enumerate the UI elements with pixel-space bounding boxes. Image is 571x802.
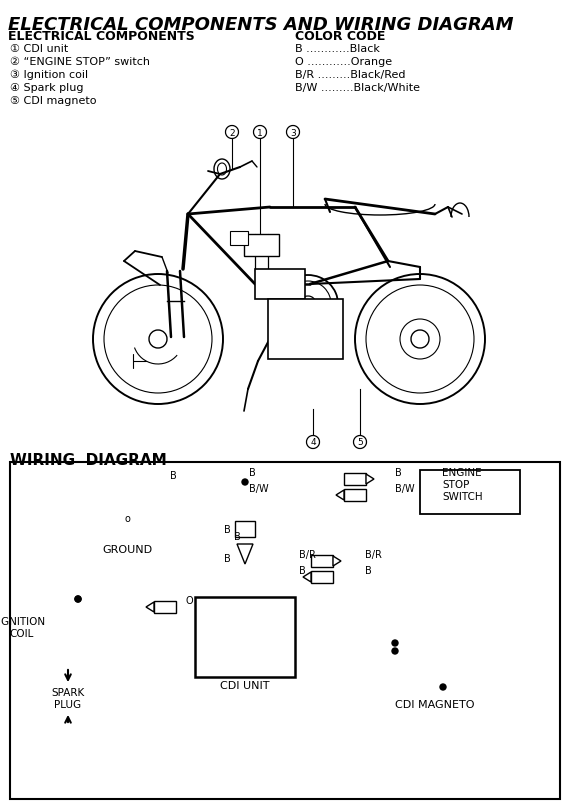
Text: B: B xyxy=(395,468,402,477)
Text: 4: 4 xyxy=(310,438,316,447)
Text: 5: 5 xyxy=(357,438,363,447)
FancyBboxPatch shape xyxy=(344,473,366,485)
Text: WIRING  DIAGRAM: WIRING DIAGRAM xyxy=(10,452,167,468)
Text: B ............Black: B ............Black xyxy=(295,44,380,54)
Text: SPARK
PLUG: SPARK PLUG xyxy=(51,687,85,709)
Text: B/R: B/R xyxy=(365,549,382,559)
Circle shape xyxy=(440,684,446,691)
Polygon shape xyxy=(146,602,154,612)
FancyBboxPatch shape xyxy=(154,602,176,614)
FancyBboxPatch shape xyxy=(244,235,279,257)
Text: 3: 3 xyxy=(290,128,296,137)
Text: ③ Ignition coil: ③ Ignition coil xyxy=(10,70,88,80)
Text: ELECTRICAL COMPONENTS AND WIRING DIAGRAM: ELECTRICAL COMPONENTS AND WIRING DIAGRAM xyxy=(8,16,513,34)
FancyBboxPatch shape xyxy=(255,269,305,300)
Polygon shape xyxy=(303,573,311,582)
Circle shape xyxy=(75,596,81,602)
FancyBboxPatch shape xyxy=(420,471,520,514)
Text: 2: 2 xyxy=(229,128,235,137)
FancyBboxPatch shape xyxy=(235,521,255,537)
FancyBboxPatch shape xyxy=(268,300,343,359)
Text: COLOR CODE: COLOR CODE xyxy=(295,30,385,43)
Text: CDI UNIT: CDI UNIT xyxy=(220,680,270,691)
FancyBboxPatch shape xyxy=(230,232,248,245)
Text: B: B xyxy=(224,525,231,534)
Text: o: o xyxy=(124,513,130,524)
Polygon shape xyxy=(366,475,374,484)
Text: B/W .........Black/White: B/W .........Black/White xyxy=(295,83,420,93)
Circle shape xyxy=(392,640,398,646)
Text: B/W: B/W xyxy=(395,484,415,493)
Text: B: B xyxy=(234,532,241,541)
Polygon shape xyxy=(237,545,253,565)
Circle shape xyxy=(392,648,398,654)
Polygon shape xyxy=(333,557,341,566)
Text: O ............Orange: O ............Orange xyxy=(295,57,392,67)
Text: B: B xyxy=(170,471,177,480)
Polygon shape xyxy=(336,490,344,500)
Text: B: B xyxy=(299,565,305,575)
Text: ② “ENGINE STOP” switch: ② “ENGINE STOP” switch xyxy=(10,57,150,67)
Text: 1: 1 xyxy=(257,128,263,137)
Text: B: B xyxy=(365,565,372,575)
FancyBboxPatch shape xyxy=(311,555,333,567)
FancyBboxPatch shape xyxy=(311,571,333,583)
Text: IGNITION
COIL: IGNITION COIL xyxy=(0,617,46,638)
FancyBboxPatch shape xyxy=(344,489,366,501)
Text: B: B xyxy=(224,553,231,563)
Circle shape xyxy=(75,596,81,602)
Text: ⑤ CDI magneto: ⑤ CDI magneto xyxy=(10,96,96,106)
Text: O: O xyxy=(185,595,192,606)
Text: B/R .........Black/Red: B/R .........Black/Red xyxy=(295,70,405,80)
FancyBboxPatch shape xyxy=(10,463,560,799)
FancyBboxPatch shape xyxy=(195,597,295,677)
Text: ELECTRICAL COMPONENTS: ELECTRICAL COMPONENTS xyxy=(8,30,195,43)
Text: B/W: B/W xyxy=(249,484,268,493)
Text: CDI MAGNETO: CDI MAGNETO xyxy=(395,699,475,709)
Text: ① CDI unit: ① CDI unit xyxy=(10,44,69,54)
Text: B/R: B/R xyxy=(299,549,316,559)
Circle shape xyxy=(242,480,248,485)
Text: GROUND: GROUND xyxy=(102,545,152,554)
Text: ④ Spark plug: ④ Spark plug xyxy=(10,83,83,93)
Text: ENGINE
STOP
SWITCH: ENGINE STOP SWITCH xyxy=(442,468,482,501)
Text: B: B xyxy=(249,468,256,477)
